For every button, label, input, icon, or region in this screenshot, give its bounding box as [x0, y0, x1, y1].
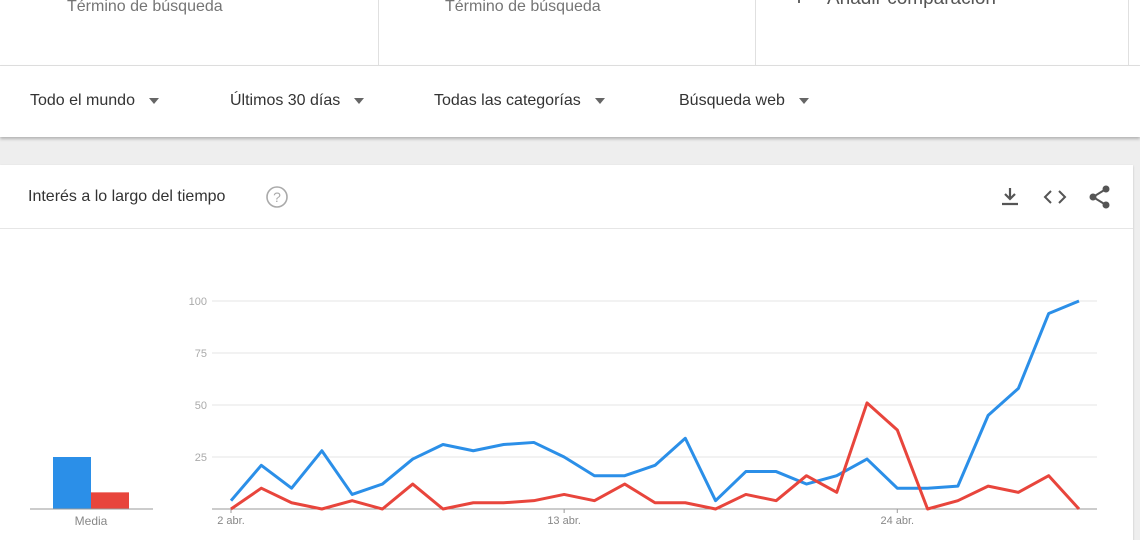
average-bar — [53, 457, 91, 509]
x-tick-label: 13 abr. — [547, 515, 581, 527]
card-title: Interés a lo largo del tiempo — [28, 188, 226, 205]
search-term: Término de búsqueda — [445, 0, 601, 15]
download-icon[interactable] — [998, 185, 1022, 209]
filter[interactable]: Últimos 30 días — [230, 92, 365, 110]
search-bar: Término de búsqueda Término de búsqueda … — [0, 0, 1140, 66]
filter-bar: Todo el mundo Últimos 30 días Todas las … — [0, 66, 1140, 137]
filter-label: Búsqueda web — [679, 92, 785, 109]
add-comparison-label: Añadir comparación — [827, 0, 996, 10]
help-icon[interactable]: ? — [265, 185, 289, 209]
filter-label: Todo el mundo — [30, 92, 135, 109]
search-term-box[interactable]: Término de búsqueda — [378, 0, 756, 65]
x-tick-label: 2 abr. — [217, 515, 245, 527]
average-label: Media — [75, 514, 108, 528]
y-tick-label: 100 — [189, 296, 207, 308]
filter[interactable]: Todas las categorías — [434, 92, 605, 110]
search-term-box[interactable]: Término de búsqueda — [0, 0, 379, 65]
x-tick-label: 24 abr. — [880, 515, 914, 527]
filter[interactable]: Búsqueda web — [679, 92, 809, 110]
embed-icon[interactable] — [1042, 185, 1068, 209]
y-tick-label: 50 — [195, 400, 207, 412]
svg-text:?: ? — [273, 189, 281, 205]
y-tick-label: 25 — [195, 452, 207, 464]
filter-label: Últimos 30 días — [230, 92, 341, 109]
filter-label: Todas las categorías — [434, 92, 581, 109]
share-icon[interactable] — [1087, 184, 1113, 210]
trend-line — [230, 401, 1081, 511]
filter[interactable]: Todo el mundo — [30, 92, 159, 110]
average-bar — [91, 492, 129, 509]
y-tick-label: 75 — [195, 348, 207, 360]
plus-icon — [798, 0, 800, 3]
trend-line — [229, 299, 1080, 503]
card-divider — [0, 228, 1133, 229]
search-term: Término de búsqueda — [67, 0, 223, 15]
add-comparison[interactable]: Añadir comparación — [755, 0, 1129, 65]
